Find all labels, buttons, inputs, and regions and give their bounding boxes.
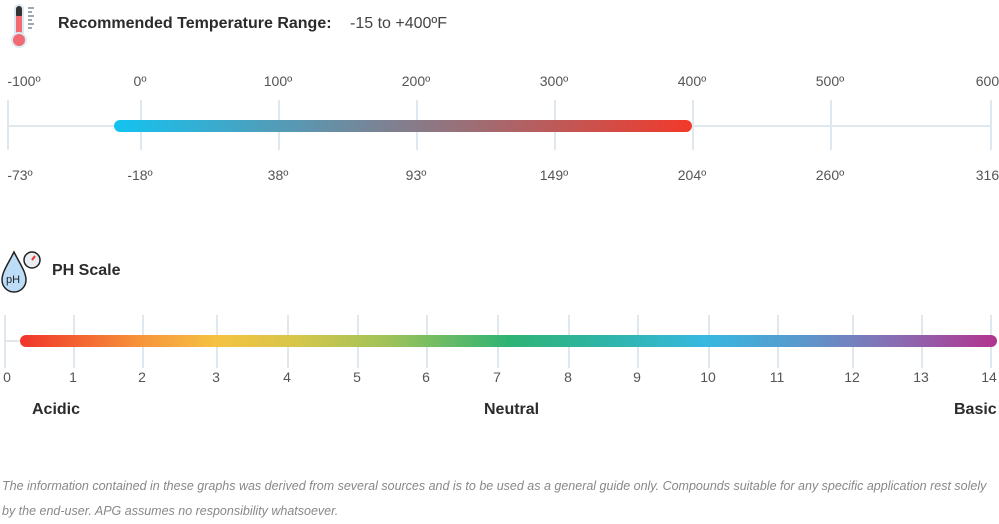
- ph-axis-line: [4, 340, 24, 342]
- fahrenheit-tick-label: -100º: [7, 73, 41, 89]
- ph-gradient-bar: [20, 335, 997, 347]
- celsius-tick-label: 204º: [677, 167, 707, 183]
- ph-tick-label: 10: [700, 369, 716, 385]
- temperature-title: Recommended Temperature Range:: [58, 15, 332, 32]
- ph-tick-label: 7: [493, 369, 501, 385]
- fahrenheit-tick-label: 0º: [133, 73, 147, 89]
- temperature-range-value: -15 to +400ºF: [350, 15, 448, 32]
- temperature-tick: [830, 100, 832, 150]
- ph-tick-label: 11: [769, 369, 785, 385]
- fahrenheit-tick-label: 500º: [815, 73, 845, 89]
- fahrenheit-tick-label: 200º: [401, 73, 431, 89]
- celsius-tick-label: 93º: [405, 167, 427, 183]
- ph-tick-label: 3: [212, 369, 220, 385]
- ph-tick-label: 1: [69, 369, 77, 385]
- celsius-tick-label: 316º: [975, 167, 999, 183]
- ph-tick-label: 4: [283, 369, 291, 385]
- svg-text:pH: pH: [6, 274, 20, 286]
- ph-tick-label: 12: [844, 369, 860, 385]
- thermometer-icon: [6, 2, 40, 55]
- fahrenheit-tick-label: 100º: [263, 73, 293, 89]
- ph-tick-label: 14: [981, 369, 997, 385]
- ph-tick-label: 2: [138, 369, 146, 385]
- basic-label: Basic: [954, 401, 997, 418]
- fahrenheit-tick-label: 600º: [975, 73, 999, 89]
- fahrenheit-tick-label: 300º: [539, 73, 569, 89]
- temperature-range-bar: [114, 120, 692, 132]
- fahrenheit-tick-label: 400º: [677, 73, 707, 89]
- ph-tick-label: 8: [564, 369, 572, 385]
- ph-tick-label: 0: [3, 369, 11, 385]
- ph-icon: pH: [0, 248, 44, 301]
- celsius-tick-label: -73º: [7, 167, 33, 183]
- ph-tick-label: 9: [633, 369, 641, 385]
- celsius-tick-label: 260º: [815, 167, 845, 183]
- ph-tick-label: 6: [422, 369, 430, 385]
- disclaimer-text: The information contained in these graph…: [2, 479, 987, 518]
- ph-tick: [4, 315, 6, 368]
- ph-tick-label: 13: [913, 369, 929, 385]
- temperature-tick: [692, 100, 694, 150]
- ph-title: PH Scale: [52, 262, 121, 279]
- neutral-label: Neutral: [484, 401, 540, 418]
- acidic-label: Acidic: [32, 401, 81, 418]
- temperature-tick: [7, 100, 9, 150]
- celsius-tick-label: -18º: [127, 167, 153, 183]
- temperature-tick: [990, 100, 992, 150]
- ph-tick-label: 5: [353, 369, 361, 385]
- celsius-tick-label: 38º: [267, 167, 289, 183]
- celsius-tick-label: 149º: [539, 167, 569, 183]
